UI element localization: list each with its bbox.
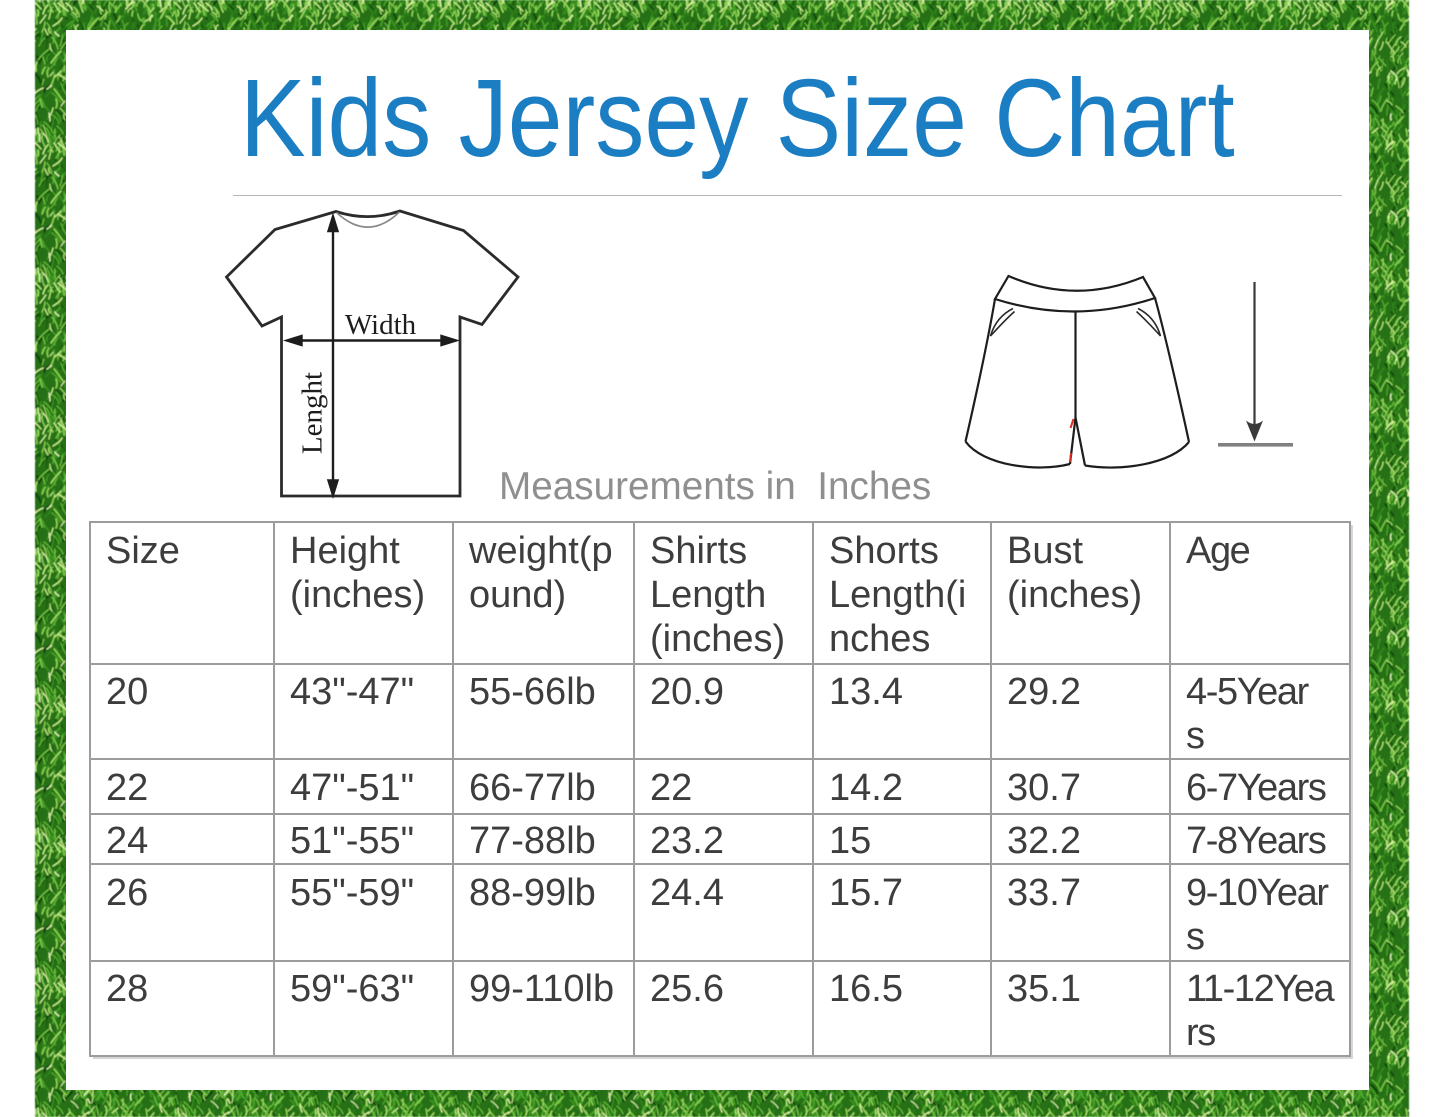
svg-text:Width: Width [345, 309, 417, 341]
svg-text:Lenght: Lenght [297, 372, 329, 454]
